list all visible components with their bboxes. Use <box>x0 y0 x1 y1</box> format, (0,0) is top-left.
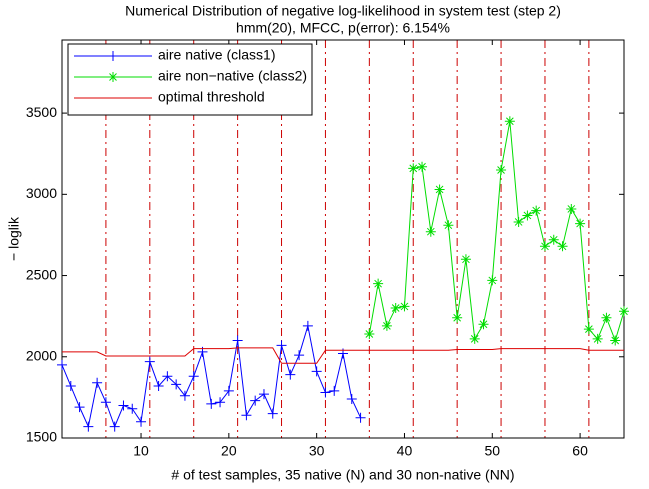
marker <box>478 319 489 330</box>
marker <box>276 340 287 351</box>
marker <box>179 390 190 401</box>
series-line <box>62 347 624 364</box>
marker <box>592 333 603 344</box>
marker <box>408 163 419 174</box>
marker <box>443 220 454 231</box>
marker <box>215 397 226 408</box>
marker <box>118 400 129 411</box>
marker <box>320 387 331 398</box>
x-tick-label: 60 <box>572 443 588 459</box>
marker <box>188 371 199 382</box>
marker <box>127 403 138 414</box>
marker <box>74 402 85 413</box>
marker <box>566 203 577 214</box>
marker <box>469 333 480 344</box>
marker <box>417 161 428 172</box>
marker <box>496 164 507 175</box>
marker <box>504 116 515 127</box>
marker <box>355 412 366 423</box>
marker <box>346 394 357 405</box>
series-line <box>368 121 625 343</box>
marker <box>311 366 322 377</box>
marker <box>522 210 533 221</box>
marker <box>250 395 261 406</box>
marker <box>302 320 313 331</box>
marker <box>329 385 340 396</box>
x-tick-label: 40 <box>397 443 413 459</box>
x-tick-label: 20 <box>221 443 237 459</box>
marker <box>258 389 269 400</box>
marker <box>92 377 103 388</box>
marker <box>109 421 120 432</box>
y-tick-label: 1500 <box>26 429 57 445</box>
plot-frame <box>61 39 625 439</box>
marker <box>373 278 384 289</box>
marker <box>241 410 252 421</box>
y-tick-label: 2500 <box>26 266 57 282</box>
marker <box>575 218 586 229</box>
marker <box>206 398 217 409</box>
marker <box>285 369 296 380</box>
marker <box>619 306 629 317</box>
marker <box>548 234 559 245</box>
marker <box>294 350 305 361</box>
marker <box>364 329 375 340</box>
marker <box>531 205 542 216</box>
marker <box>539 241 550 252</box>
marker <box>399 301 410 312</box>
legend-label: aire non−native (class2) <box>158 68 307 84</box>
legend-label: optimal threshold <box>158 89 265 105</box>
legend-label: aire native (class1) <box>158 47 276 63</box>
marker <box>144 356 155 367</box>
marker <box>153 381 164 392</box>
y-axis-label: − loglik <box>6 216 22 261</box>
x-axis-label: # of test samples, 35 native (N) and 30 … <box>171 467 514 483</box>
marker <box>267 408 278 419</box>
marker <box>100 397 111 408</box>
marker <box>390 303 401 314</box>
marker <box>452 312 463 323</box>
marker <box>57 359 67 370</box>
y-tick-label: 3000 <box>26 185 57 201</box>
marker <box>223 385 234 396</box>
marker <box>513 216 524 227</box>
x-tick-label: 50 <box>484 443 500 459</box>
legend-marker <box>108 72 118 82</box>
x-tick-label: 10 <box>133 443 149 459</box>
marker <box>460 254 471 265</box>
marker <box>425 226 436 237</box>
marker <box>601 312 612 323</box>
marker <box>434 184 445 195</box>
marker <box>610 335 621 346</box>
marker <box>381 320 392 331</box>
marker <box>487 275 498 286</box>
marker <box>83 421 94 432</box>
chart-title: Numerical Distribution of negative log-l… <box>125 3 561 19</box>
marker <box>136 416 147 427</box>
marker <box>171 379 182 390</box>
chart-subtitle: hmm(20), MFCC, p(error): 6.154% <box>236 20 450 36</box>
marker <box>557 241 568 252</box>
legend-marker <box>108 51 118 61</box>
marker <box>232 335 243 346</box>
marker <box>65 381 76 392</box>
y-tick-label: 3500 <box>26 104 57 120</box>
marker <box>162 371 173 382</box>
marker <box>583 324 594 335</box>
y-tick-label: 2000 <box>26 347 57 363</box>
x-tick-label: 30 <box>309 443 325 459</box>
